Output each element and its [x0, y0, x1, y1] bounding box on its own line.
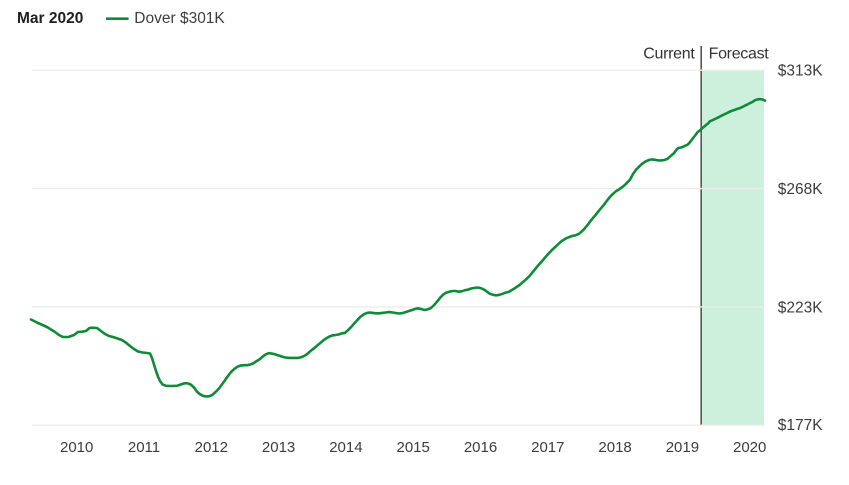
svg-text:Mar 2020: Mar 2020 [17, 10, 83, 27]
svg-text:$313K: $313K [778, 63, 823, 80]
svg-text:2013: 2013 [262, 439, 295, 456]
svg-text:$177K: $177K [778, 417, 823, 434]
svg-text:Current: Current [643, 45, 695, 62]
svg-text:$223K: $223K [778, 299, 823, 316]
svg-text:2016: 2016 [464, 439, 497, 456]
svg-text:2020: 2020 [733, 439, 766, 456]
svg-text:2010: 2010 [60, 439, 93, 456]
svg-text:2012: 2012 [195, 439, 228, 456]
svg-text:Dover $301K: Dover $301K [134, 10, 225, 27]
svg-text:$268K: $268K [778, 181, 823, 198]
svg-text:2018: 2018 [598, 439, 631, 456]
svg-text:2011: 2011 [128, 439, 160, 456]
svg-text:2015: 2015 [397, 439, 430, 456]
svg-text:2017: 2017 [531, 439, 564, 456]
svg-text:Forecast: Forecast [709, 45, 770, 62]
svg-text:2019: 2019 [666, 439, 699, 456]
svg-text:2014: 2014 [329, 439, 362, 456]
